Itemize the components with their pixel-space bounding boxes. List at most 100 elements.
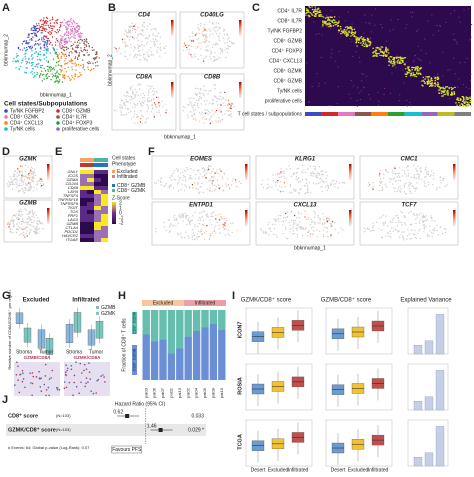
cell-dot (393, 166, 395, 168)
plot-frame (325, 419, 393, 467)
cell-dot (144, 100, 146, 102)
cell-dot (52, 68, 54, 70)
cell-dot (148, 36, 150, 38)
cell-dot (385, 169, 387, 171)
row-band (6, 424, 206, 436)
heatmap-cell (369, 23, 371, 25)
heatmap-cell (420, 73, 422, 75)
cell-dot (47, 68, 49, 71)
cell-dot (220, 91, 222, 94)
heatmap-cell (359, 37, 362, 39)
cell-dot (418, 174, 421, 176)
cell-dot (203, 94, 205, 96)
cell-dot (427, 173, 429, 176)
cell-dot (216, 221, 218, 224)
bar-gzmb (167, 353, 176, 380)
cell-dot (308, 230, 310, 232)
cell-dot (206, 112, 208, 114)
heatmap-cell (317, 8, 319, 10)
cell-dot (81, 50, 83, 53)
cell-dot (342, 229, 344, 231)
cell-dot (177, 181, 179, 184)
cell-dot (15, 178, 18, 180)
cell-dot (322, 229, 325, 231)
cell-dot (39, 26, 41, 29)
cell-dot (207, 113, 209, 116)
cell-dot (143, 58, 146, 61)
cell-dot (392, 172, 394, 174)
gene-title: CD4 (138, 13, 151, 19)
cell-dot (20, 62, 23, 64)
heatmap-cell (363, 32, 365, 34)
cell-dot (291, 210, 293, 212)
cell-dot (67, 66, 69, 69)
cell-dot (137, 50, 140, 53)
cell-dot (418, 220, 421, 222)
cell-dot (194, 55, 197, 58)
stain-dot (22, 372, 24, 375)
cell-dot (214, 26, 216, 28)
cell-dot (133, 122, 136, 124)
cell-dot (153, 116, 156, 118)
stain-dot (40, 390, 43, 393)
heatmap-cell (383, 93, 385, 95)
cell-dot (422, 221, 425, 223)
cell-dot (407, 169, 409, 171)
cell-dot (185, 217, 187, 220)
color-bar (245, 164, 248, 180)
cell-dot (56, 53, 58, 55)
heatmap-cell (94, 226, 101, 230)
cell-dot (18, 184, 20, 187)
heatmap-cell (437, 73, 439, 75)
cell-dot (62, 39, 64, 42)
heatmap-cell (94, 218, 101, 222)
cell-dot (70, 18, 73, 20)
cell-dot (434, 220, 436, 222)
cell-dot (72, 76, 74, 79)
cell-dot (83, 49, 85, 51)
cell-dot (314, 223, 316, 225)
cell-dot (189, 35, 191, 38)
variance-bar (424, 396, 434, 411)
heatmap-cell (398, 100, 401, 102)
heatmap-cell (308, 6, 310, 8)
cell-dot (218, 187, 220, 189)
cell-dot (201, 233, 203, 235)
heatmap-cell (388, 57, 390, 59)
heatmap-cell (434, 76, 437, 79)
cell-dot (240, 182, 242, 185)
heatmap-cell (375, 54, 377, 56)
cell-dot (188, 52, 190, 54)
cell-dot (204, 169, 206, 172)
heatmap-cell (435, 78, 437, 80)
heatmap-cell (322, 20, 324, 22)
cell-dot (136, 37, 138, 39)
cell-dot (295, 189, 297, 192)
cell-dot (58, 60, 61, 62)
cell-dot (113, 109, 116, 111)
cell-dot (74, 35, 76, 37)
cell-dot (414, 187, 417, 189)
heatmap-cell (87, 222, 94, 226)
cell-dot (181, 237, 183, 239)
cell-dot (40, 184, 43, 187)
cell-dot (406, 166, 408, 169)
cell-dot (412, 186, 414, 188)
row-label: CD4⁺ FOXP3 (272, 48, 303, 54)
cell-dot (98, 57, 100, 59)
cell-dot (213, 113, 215, 115)
heatmap-cell (426, 82, 429, 84)
heatmap-cell (358, 57, 360, 59)
x-label: Stroma (16, 349, 32, 355)
cell-dot (31, 61, 33, 64)
cell-dot (405, 193, 407, 195)
cell-dot (45, 44, 48, 46)
cell-dot (205, 34, 208, 36)
cell-dot (17, 190, 20, 192)
heatmap-cell (420, 49, 422, 51)
cell-dot (61, 51, 63, 54)
cell-dot (191, 187, 194, 189)
cell-dot (56, 32, 58, 34)
heatmap-cell (337, 86, 339, 88)
cell-dot (88, 45, 90, 47)
